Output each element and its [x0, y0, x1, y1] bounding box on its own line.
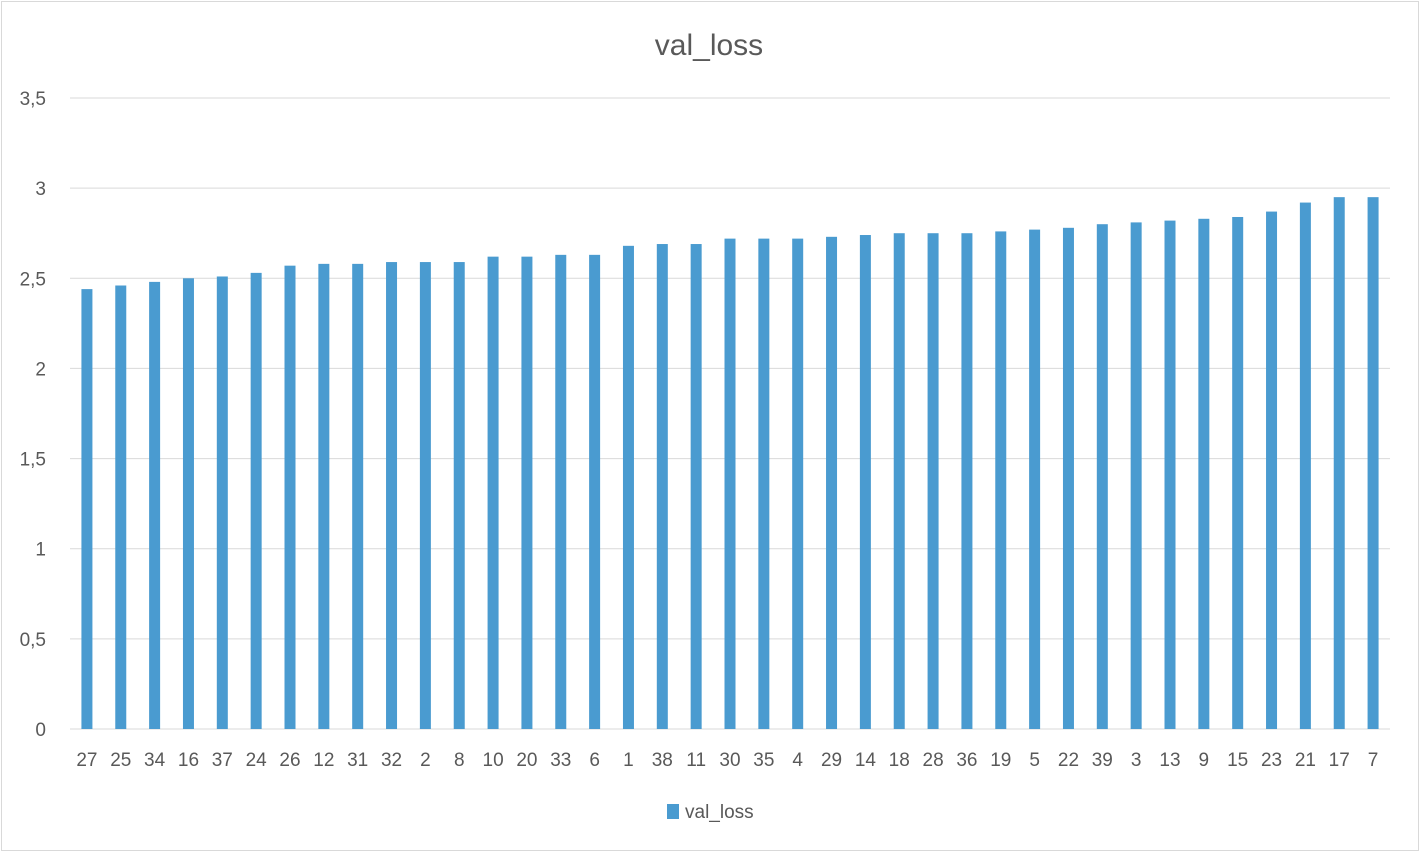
- x-tick-label: 13: [1159, 750, 1180, 771]
- x-tick-label: 35: [753, 750, 774, 771]
- x-tick-label: 1: [623, 750, 634, 771]
- x-tick-label: 27: [76, 750, 97, 771]
- x-tick-label: 22: [1058, 750, 1079, 771]
- x-tick-label: 30: [719, 750, 740, 771]
- x-tick-label: 19: [990, 750, 1011, 771]
- x-tick-label: 26: [279, 750, 300, 771]
- bar: [1164, 220, 1176, 729]
- bar: [792, 238, 804, 729]
- x-tick-label: 37: [212, 750, 233, 771]
- x-tick-label: 24: [246, 750, 268, 771]
- bar: [216, 276, 228, 729]
- bar: [690, 244, 702, 729]
- bar: [1299, 202, 1311, 729]
- x-tick-label: 20: [516, 750, 537, 771]
- x-tick-label: 7: [1368, 750, 1379, 771]
- bar: [758, 238, 770, 729]
- bar: [826, 236, 838, 729]
- bar: [995, 231, 1007, 729]
- bar: [149, 281, 161, 729]
- x-tick-label: 10: [483, 750, 504, 771]
- x-tick-label: 31: [347, 750, 368, 771]
- x-tick-label: 25: [110, 750, 131, 771]
- x-tick-label: 8: [454, 750, 465, 771]
- y-tick-label: 3: [35, 179, 46, 200]
- x-tick-label: 11: [686, 750, 706, 771]
- x-tick-label: 32: [381, 750, 402, 771]
- x-tick-label: 2: [420, 750, 431, 771]
- bar: [1096, 224, 1108, 729]
- x-tick-label: 3: [1131, 750, 1142, 771]
- x-tick-label: 12: [313, 750, 334, 771]
- chart-title: val_loss: [655, 29, 763, 62]
- legend: val_loss: [667, 802, 754, 823]
- x-tick-label: 9: [1199, 750, 1210, 771]
- x-tick-label: 17: [1329, 750, 1350, 771]
- bar: [419, 262, 431, 729]
- bar: [250, 272, 262, 729]
- x-tick-label: 14: [855, 750, 877, 771]
- bar: [1367, 197, 1379, 729]
- bar: [927, 233, 939, 729]
- legend-label: val_loss: [685, 802, 754, 823]
- bar: [81, 289, 93, 729]
- bar: [961, 233, 973, 729]
- x-tick-label: 36: [956, 750, 977, 771]
- bar: [555, 254, 567, 729]
- y-tick-label: 0: [35, 720, 46, 741]
- x-tick-label: 23: [1261, 750, 1282, 771]
- x-tick-label: 28: [923, 750, 944, 771]
- bar: [182, 278, 194, 729]
- y-tick-label: 1,5: [20, 450, 46, 471]
- bar: [859, 235, 871, 729]
- bar: [1198, 218, 1210, 729]
- bar: [487, 256, 499, 729]
- y-tick-label: 2,5: [20, 269, 46, 290]
- x-tick-label: 29: [821, 750, 842, 771]
- bar: [656, 244, 668, 729]
- x-tick-label: 18: [889, 750, 910, 771]
- x-tick-label: 39: [1092, 750, 1113, 771]
- y-tick-label: 0,5: [20, 630, 46, 651]
- bar: [1232, 216, 1244, 729]
- x-tick-label: 6: [589, 750, 600, 771]
- y-tick-label: 2: [35, 359, 46, 380]
- bar: [589, 254, 601, 729]
- bar: [115, 285, 127, 729]
- x-tick-label: 4: [792, 750, 803, 771]
- x-tick-label: 38: [652, 750, 673, 771]
- bar: [453, 262, 465, 729]
- bars: [81, 197, 1379, 729]
- bar: [1266, 211, 1278, 729]
- bar: [1333, 197, 1345, 729]
- x-tick-label: 34: [144, 750, 166, 771]
- legend-swatch: [667, 804, 679, 819]
- y-axis-ticks: 0 0,5 1 1,5 2 2,5 3 3,5: [20, 89, 46, 741]
- x-axis-ticks: 27 25 34 16 37 24 26 12 31 32 2 8 10 20 33 6 1 38 11 30 35 4 2…: [76, 750, 1378, 771]
- y-tick-label: 3,5: [20, 89, 46, 110]
- bar: [724, 238, 736, 729]
- bar: [622, 245, 634, 729]
- bar: [318, 263, 330, 729]
- y-tick-label: 1: [35, 540, 46, 561]
- bar: [521, 256, 533, 729]
- bar: [1029, 229, 1041, 729]
- bar: [386, 262, 398, 729]
- bar: [893, 233, 905, 729]
- x-tick-label: 15: [1227, 750, 1248, 771]
- bar: [1130, 222, 1142, 729]
- x-tick-label: 16: [178, 750, 199, 771]
- bar: [284, 265, 296, 729]
- x-tick-label: 5: [1029, 750, 1040, 771]
- bar: [1062, 227, 1074, 729]
- bar: [352, 263, 364, 729]
- x-tick-label: 21: [1295, 750, 1316, 771]
- x-tick-label: 33: [550, 750, 571, 771]
